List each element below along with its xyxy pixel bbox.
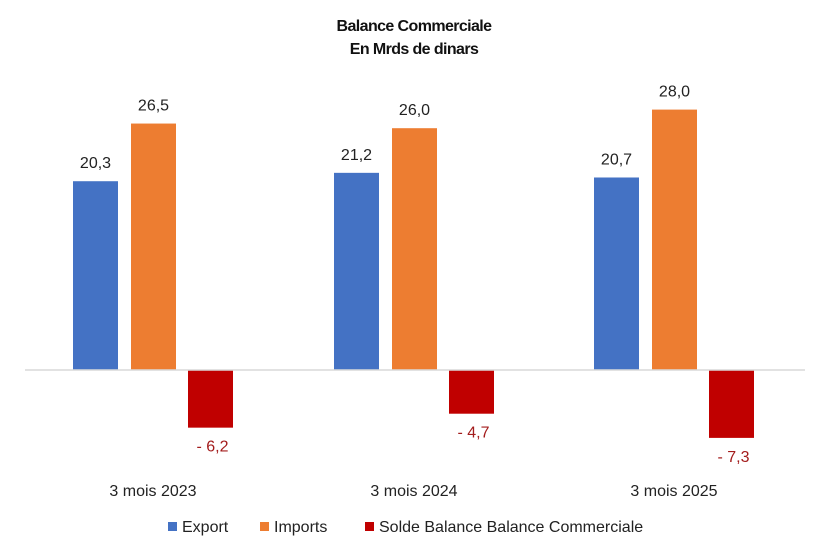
legend: Export Imports Solde Balance Balance Comme… (168, 519, 643, 536)
data-label: 28,0 (659, 84, 690, 101)
data-label: - 6,2 (196, 439, 228, 456)
data-label: - 4,7 (457, 425, 489, 442)
bar-imports-2 (392, 128, 437, 370)
legend-swatch (168, 522, 177, 531)
legend-swatch (365, 522, 374, 531)
data-label: 26,0 (399, 102, 430, 119)
legend-label: Imports (274, 519, 327, 536)
chart-subtitle: En Mrds de dinars (350, 41, 479, 58)
legend-swatch (260, 522, 269, 531)
category-label: 3 mois 2025 (630, 483, 717, 500)
bar-imports-1 (131, 123, 176, 370)
data-label: 20,3 (80, 155, 111, 172)
bar-imports-3 (652, 109, 697, 370)
legend-label: Solde Balance Balance Commerciale (379, 519, 643, 536)
bar-export-3 (594, 177, 639, 370)
bar-export-1 (73, 181, 118, 370)
category-label: 3 mois 2024 (370, 483, 457, 500)
plot-area: 20,3 26,5 - 6,2 3 mois 2023 21,2 26,0 - 4,7 3 m… (73, 84, 754, 500)
legend-label: Export (182, 519, 229, 536)
data-label: 26,5 (138, 98, 169, 115)
data-label: 21,2 (341, 147, 372, 164)
category-label: 3 mois 2023 (109, 483, 196, 500)
bar-solde-3 (709, 370, 754, 438)
chart-title: Balance Commerciale (337, 18, 493, 35)
bar-export-2 (334, 172, 379, 370)
bar-solde-2 (449, 370, 494, 414)
data-label: 20,7 (601, 151, 632, 168)
bar-solde-1 (188, 370, 233, 428)
data-label: - 7,3 (717, 449, 749, 466)
